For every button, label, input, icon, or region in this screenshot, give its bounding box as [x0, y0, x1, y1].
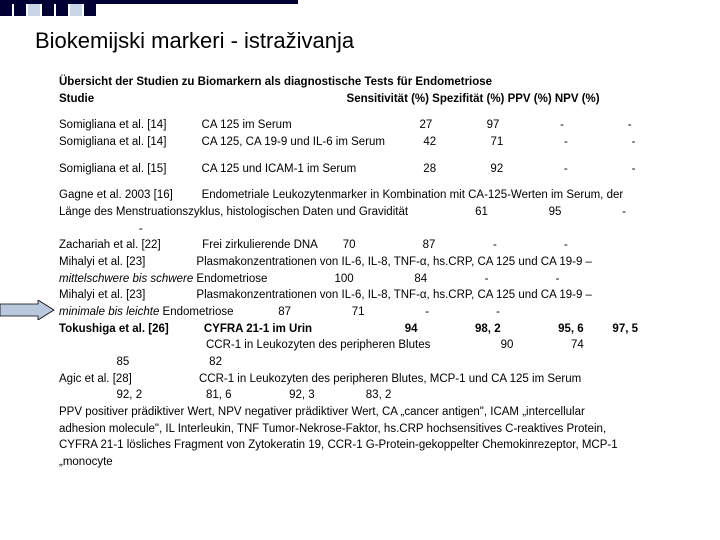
decorative-squares — [0, 4, 96, 16]
study-row: Somigliana et al. [14] CA 125, CA 19-9 u… — [59, 134, 700, 151]
square — [0, 4, 12, 16]
study-row: 92, 2 81, 6 92, 3 83, 2 — [59, 387, 700, 404]
study-block-1: Somigliana et al. [14] CA 125 im Serum 2… — [59, 117, 700, 150]
footnote: adhesion molecule", IL Interleukin, TNF … — [59, 421, 700, 438]
table-header: Übersicht der Studien zu Biomarkern als … — [59, 74, 700, 107]
study-row: Länge des Menstruationszyklus, histologi… — [59, 204, 700, 221]
study-row: Zachariah et al. [22] Frei zirkulierende… — [59, 237, 700, 254]
text: Endometriose 100 84 - - — [193, 273, 559, 285]
footnote: „monocyte — [59, 454, 700, 471]
study-row: Mihalyi et al. [23] Plasmakonzentratione… — [59, 287, 700, 304]
footnote: PPV positiver prädiktiver Wert, NPV nega… — [59, 404, 700, 421]
text: Endometriose 87 71 - - — [159, 306, 500, 318]
square — [28, 4, 40, 16]
slide-title: Biokemijski markeri - istraživanja — [35, 28, 700, 54]
study-row: Somigliana et al. [15] CA 125 und ICAM-1… — [59, 161, 700, 178]
square — [14, 4, 26, 16]
text: Mihalyi et al. [23] Plasmakonzentratione… — [59, 289, 595, 301]
study-row: CCR-1 in Leukozyten des peripheren Blute… — [59, 337, 700, 354]
study-block-2: Somigliana et al. [15] CA 125 und ICAM-1… — [59, 161, 700, 178]
square — [84, 4, 96, 16]
text: Mihalyi et al. [23] Plasmakonzentratione… — [59, 256, 595, 268]
italic-text: mittelschwere bis schwere — [59, 273, 193, 285]
study-row: Gagne et al. 2003 [16] Endometriale Leuk… — [59, 187, 700, 204]
slide-content: Biokemijski markeri - istraživanja Übers… — [35, 28, 700, 471]
study-row: minimale bis leichte Endometriose 87 71 … — [59, 304, 700, 321]
square — [70, 4, 82, 16]
study-row: - — [59, 221, 700, 238]
header-line-2: Studie Sensitivität (%) Spezifität (%) P… — [59, 91, 700, 108]
study-row: Mihalyi et al. [23] Plasmakonzentratione… — [59, 254, 700, 271]
study-block-3: Gagne et al. 2003 [16] Endometriale Leuk… — [59, 187, 700, 470]
square — [42, 4, 54, 16]
footnote: CYFRA 21-1 lösliches Fragment von Zytoke… — [59, 437, 700, 454]
study-row: 85 82 — [59, 354, 700, 371]
study-row: Agic et al. [28] CCR-1 in Leukozyten des… — [59, 371, 700, 388]
italic-text: minimale bis leichte — [59, 306, 159, 318]
square — [56, 4, 68, 16]
study-row-bold: Tokushiga et al. [26] CYFRA 21-1 im Urin… — [59, 321, 700, 338]
study-row: mittelschwere bis schwere Endometriose 1… — [59, 271, 700, 288]
content-body: Übersicht der Studien zu Biomarkern als … — [59, 74, 700, 471]
header-line-1: Übersicht der Studien zu Biomarkern als … — [59, 74, 700, 91]
study-row: Somigliana et al. [14] CA 125 im Serum 2… — [59, 117, 700, 134]
